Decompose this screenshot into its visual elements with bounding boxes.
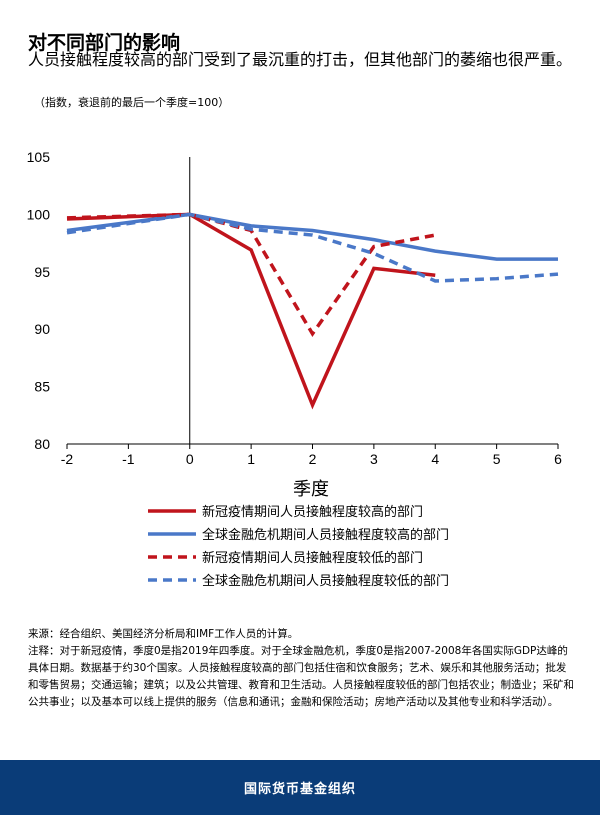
x-tick-label: -2 [61, 451, 74, 467]
line-chart: -2 -1 0 1 2 3 4 5 6 80 85 90 95 100 105 季度新冠疫情期间人员接触程度较… [27, 149, 562, 589]
y-tick-label: 105 [27, 149, 51, 165]
chart-title: 对不同部门的影响 [28, 32, 181, 54]
x-axis-label: 季度 [293, 479, 329, 500]
legend-label: 全球金融危机期间人员接触程度较低的部门 [202, 573, 449, 589]
y-tick-label: 85 [34, 379, 50, 395]
chart-subtitle: 人员接触程度较高的部门受到了最沉重的打击，但其他部门的萎缩也很严重。 [28, 50, 573, 69]
x-tick-label: 3 [370, 451, 378, 467]
legend-label: 新冠疫情期间人员接触程度较低的部门 [202, 550, 423, 566]
series-line [66, 212, 559, 283]
source-note: 来源：经合组织、美国经济分析局和IMF工作人员的计算。 [28, 628, 299, 640]
x-tick-label: 0 [186, 451, 194, 467]
x-tick-label: 4 [431, 451, 439, 467]
footer-banner: 国际货币基金组织 [0, 760, 600, 815]
legend-label: 新冠疫情期间人员接触程度较高的部门 [202, 504, 423, 520]
y-tick-label: 100 [27, 206, 51, 222]
x-tick-label: 5 [493, 451, 501, 467]
x-tick-label: 2 [309, 451, 317, 467]
org-name: 国际货币基金组织 [243, 782, 356, 797]
y-tick-label: 90 [34, 321, 50, 337]
y-tick-label: 80 [34, 436, 50, 452]
notes: 来源：经合组织、美国经济分析局和IMF工作人员的计算。 注释：对于新冠疫情，季度… [28, 626, 576, 711]
x-tick-label: 1 [247, 451, 255, 467]
legend-label: 全球金融危机期间人员接触程度较高的部门 [202, 527, 449, 543]
y-tick-label: 95 [34, 264, 50, 280]
footnote: 注释：对于新冠疫情，季度0是指2019年四季度。对于全球金融危机，季度0是指20… [28, 645, 574, 708]
series-line [66, 212, 558, 261]
x-tick-label: -1 [122, 451, 135, 467]
unit-label: （指数，衰退前的最后一个季度=100） [34, 96, 230, 109]
x-tick-label: 6 [554, 451, 562, 467]
series-line [66, 212, 436, 338]
series-line [66, 212, 436, 410]
